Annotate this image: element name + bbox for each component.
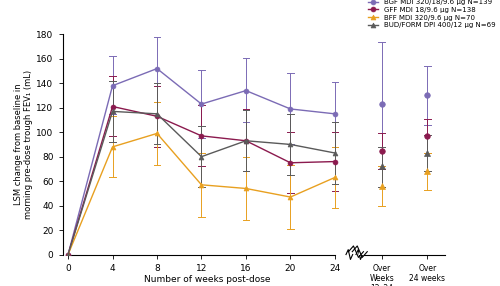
X-axis label: Number of weeks post-dose: Number of weeks post-dose xyxy=(144,275,270,284)
Legend: BGF MDI 320/18/9.6 μg N=139, GFF MDI 18/9.6 μg N=138, BFF MDI 320/9.6 μg N=70, B: BGF MDI 320/18/9.6 μg N=139, GFF MDI 18/… xyxy=(366,0,496,30)
Y-axis label: LSM change from baseline in
morning pre-dose trough FEV₁ (mL): LSM change from baseline in morning pre-… xyxy=(14,70,34,219)
